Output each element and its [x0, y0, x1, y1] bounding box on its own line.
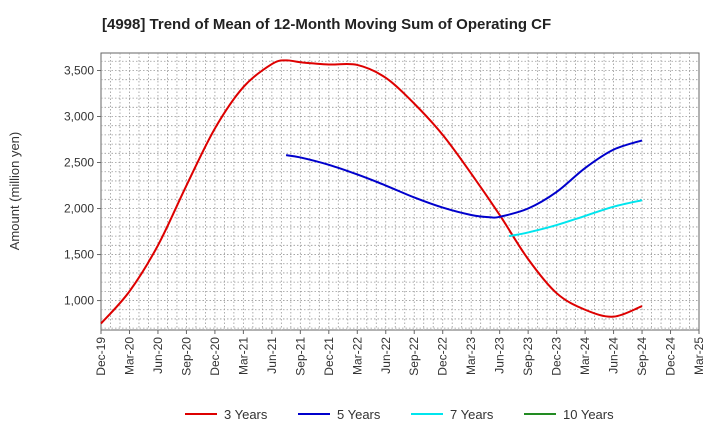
- x-tick-label: Dec-22: [436, 337, 450, 376]
- y-tick-label: 3,500: [64, 63, 94, 77]
- x-tick-label: Dec-19: [94, 337, 108, 376]
- x-tick-label: Mar-25: [692, 337, 706, 375]
- legend-label-5-years: 5 Years: [337, 407, 381, 422]
- y-tick-label: 1,000: [64, 294, 94, 308]
- x-tick-label: Sep-24: [635, 337, 649, 376]
- chart-title: [4998] Trend of Mean of 12-Month Moving …: [102, 16, 551, 33]
- x-tick-label: Mar-24: [578, 337, 592, 375]
- x-tick-label: Sep-23: [521, 337, 535, 376]
- x-tick-label: Sep-20: [179, 337, 193, 376]
- legend-label-3-years: 3 Years: [224, 407, 268, 422]
- y-tick-label: 2,500: [64, 156, 94, 170]
- x-tick-label: Mar-20: [122, 337, 136, 375]
- legend-label-7-years: 7 Years: [450, 407, 494, 422]
- x-tick-label: Sep-22: [407, 337, 421, 376]
- x-tick-label: Jun-24: [607, 337, 621, 374]
- x-tick-label: Jun-20: [151, 337, 165, 374]
- grid-lines: [101, 53, 699, 330]
- x-tick-label: Dec-21: [322, 337, 336, 376]
- x-tick-label: Mar-22: [350, 337, 364, 375]
- y-axis-ticks: 1,000 1,500 2,000 2,500 3,000 3,500: [64, 63, 101, 308]
- x-tick-label: Dec-20: [208, 337, 222, 376]
- series-line-5-years: [285, 139, 643, 219]
- x-axis-ticks: Dec-19 Mar-20 Jun-20 Sep-20 Dec-20 Mar-21 Jun-…: [94, 330, 706, 376]
- y-tick-label: 3,000: [64, 109, 94, 123]
- legend: 3 Years 5 Years 7 Years 10 Years: [185, 407, 614, 422]
- x-tick-label: Dec-23: [550, 337, 564, 376]
- legend-label-10-years: 10 Years: [563, 407, 614, 422]
- y-axis-label: Amount (million yen): [7, 132, 22, 251]
- x-tick-label: Mar-23: [464, 337, 478, 375]
- x-tick-label: Dec-24: [664, 337, 678, 376]
- x-tick-label: Mar-21: [236, 337, 250, 375]
- x-tick-label: Jun-22: [379, 337, 393, 374]
- x-tick-label: Jun-21: [265, 337, 279, 374]
- series-line-3-years: [100, 59, 643, 325]
- x-tick-label: Sep-21: [293, 337, 307, 376]
- x-tick-label: Jun-23: [493, 337, 507, 374]
- series-line-7-years: [508, 199, 643, 238]
- series-lines: [100, 59, 643, 325]
- y-tick-label: 1,500: [64, 248, 94, 262]
- y-tick-label: 2,000: [64, 202, 94, 216]
